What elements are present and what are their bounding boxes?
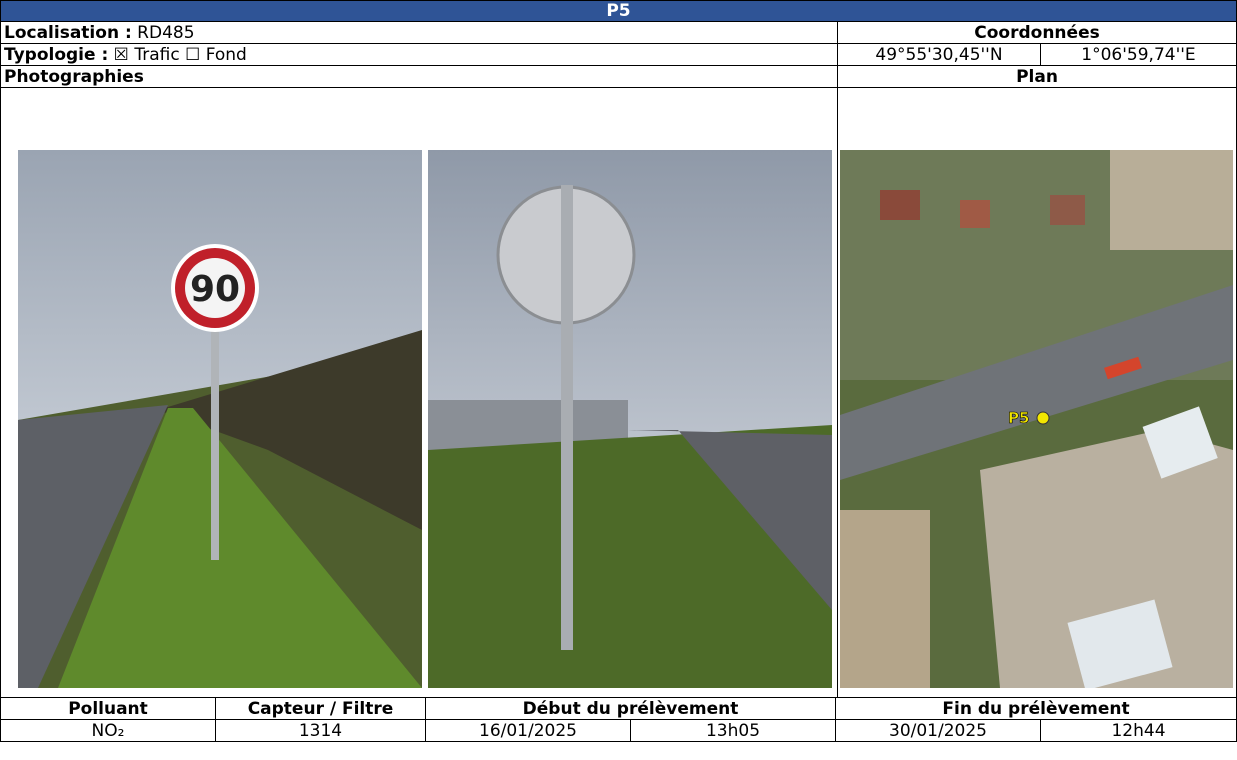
location-label: Localisation : xyxy=(4,22,132,43)
table-header: Début du prélèvement xyxy=(425,697,836,720)
title-cell: P5 xyxy=(0,0,1237,22)
table-header: Fin du prélèvement xyxy=(835,697,1237,720)
photos-title: Photographies xyxy=(0,65,838,88)
photo-2 xyxy=(428,150,832,688)
table-cell: 13h05 xyxy=(630,719,836,742)
location-value: RD485 xyxy=(137,22,195,43)
coordinates-title: Coordonnées xyxy=(837,21,1237,44)
typology-label: Typologie : xyxy=(4,44,109,65)
title: P5 xyxy=(606,1,631,21)
table-cell: 1314 xyxy=(215,719,426,742)
typology-value: ☒ Trafic ☐ Fond xyxy=(113,44,247,65)
typology-cell: Typologie : ☒ Trafic ☐ Fond xyxy=(0,43,838,66)
table-header: Polluant xyxy=(0,697,216,720)
location-cell: Localisation : RD485 xyxy=(0,21,838,44)
latitude: 49°55'30,45''N xyxy=(837,43,1041,66)
map-label: P5 xyxy=(1008,409,1029,427)
table-header: Capteur / Filtre xyxy=(215,697,426,720)
table-cell: 16/01/2025 xyxy=(425,719,631,742)
svg-text:90: 90 xyxy=(190,269,240,310)
photo-1: 90 xyxy=(18,150,422,688)
longitude: 1°06'59,74''E xyxy=(1040,43,1237,66)
table-cell: 30/01/2025 xyxy=(835,719,1041,742)
plan-title: Plan xyxy=(837,65,1237,88)
table-cell: 12h44 xyxy=(1040,719,1237,742)
table-cell: NO₂ xyxy=(0,719,216,742)
map: P5 xyxy=(840,150,1233,688)
